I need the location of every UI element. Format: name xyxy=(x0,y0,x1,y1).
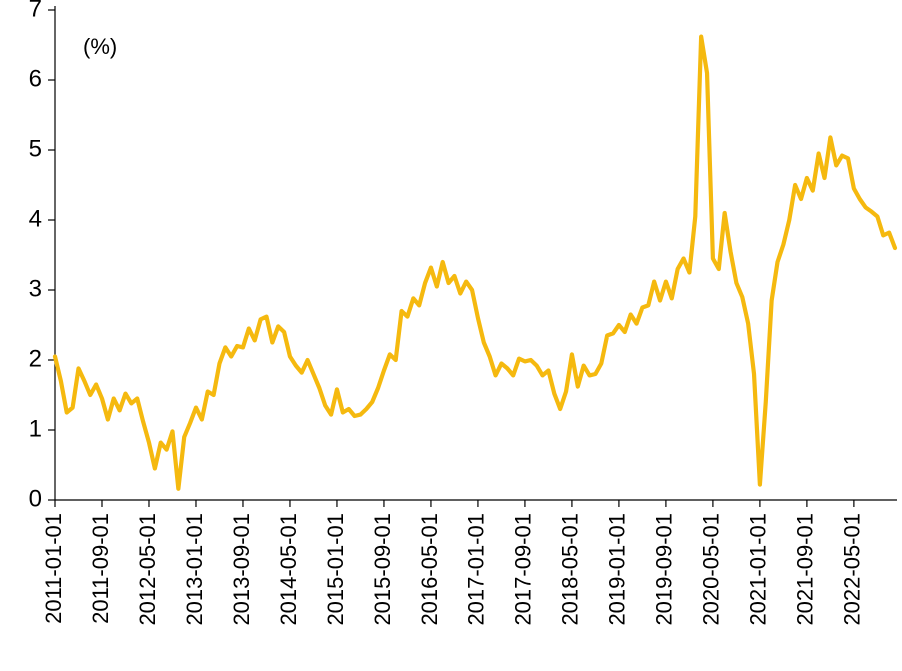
x-tick-label: 2013-01-01 xyxy=(182,513,207,626)
x-tick-label: 2016-05-01 xyxy=(417,513,442,626)
y-tick-label: 4 xyxy=(29,205,42,232)
x-tick-label: 2021-09-01 xyxy=(793,513,818,626)
y-tick-label: 2 xyxy=(29,345,42,372)
x-tick-label: 2019-01-01 xyxy=(605,513,630,626)
x-tick-label: 2020-05-01 xyxy=(699,513,724,626)
x-tick-label: 2013-09-01 xyxy=(229,513,254,626)
unit-label: (%) xyxy=(83,34,117,59)
x-tick-label: 2019-09-01 xyxy=(652,513,677,626)
x-tick-label: 2011-01-01 xyxy=(41,513,66,624)
x-tick-label: 2021-01-01 xyxy=(746,513,771,626)
chart-container: 0 1 2 3 4 5 6 7 2011-01-01 2011-09-01 2012-05-01 20… xyxy=(0,0,902,671)
x-tick-label: 2014-05-01 xyxy=(276,513,301,626)
x-tick-label: 2017-09-01 xyxy=(511,513,536,626)
x-tick-label: 2015-09-01 xyxy=(370,513,395,626)
y-tick-label: 6 xyxy=(29,65,42,92)
x-tick-label: 2022-05-01 xyxy=(840,513,865,626)
x-tick-label: 2012-05-01 xyxy=(135,513,160,626)
x-tick-label: 2018-05-01 xyxy=(558,513,583,626)
line-chart: 0 1 2 3 4 5 6 7 2011-01-01 2011-09-01 2012-05-01 20… xyxy=(0,0,902,671)
x-tick-label: 2017-01-01 xyxy=(464,513,489,626)
y-tick-label: 3 xyxy=(29,275,42,302)
y-tick-label: 0 xyxy=(29,485,42,512)
y-tick-label: 1 xyxy=(29,415,42,442)
y-tick-label: 5 xyxy=(29,135,42,162)
y-tick-label: 7 xyxy=(29,0,42,22)
x-tick-label: 2011-09-01 xyxy=(88,513,113,624)
x-tick-label: 2015-01-01 xyxy=(323,513,348,626)
